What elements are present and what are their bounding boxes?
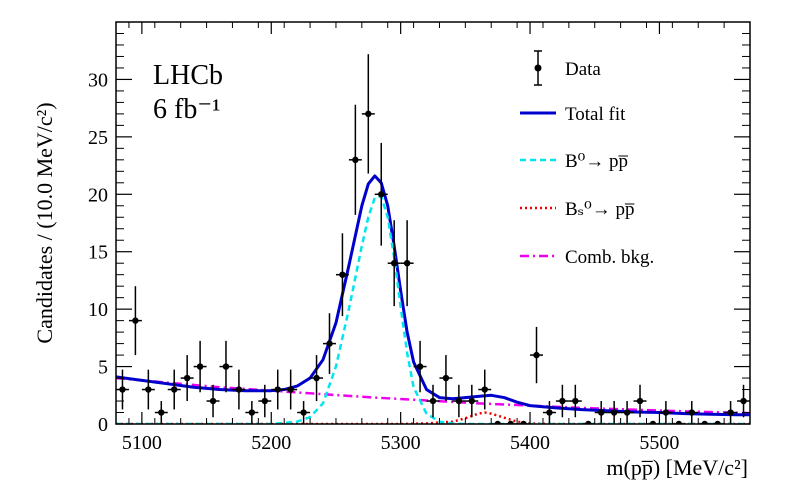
luminosity-label: 6 fb⁻¹ [153,94,221,125]
data-point [378,191,385,198]
y-tick-label: 0 [98,414,108,436]
data-point [688,409,695,416]
legend-data-marker [534,64,542,72]
data-point [390,260,398,267]
x-tick-label: 5300 [381,432,421,454]
y-tick-label: 25 [88,127,108,149]
y-tick-label: 30 [88,69,108,91]
data-point [339,271,346,278]
y-tick-label: 15 [88,242,108,264]
data-point [209,397,217,405]
legend-label: Comb. bkg. [565,247,654,268]
data-point [429,397,437,405]
data-point [287,386,294,393]
data-point [507,420,514,424]
legend-label: Bₛ⁰→ pp̅ [565,199,635,220]
legend-label: B⁰→ pp̅ [565,151,628,172]
data-point [662,409,670,416]
data-point [572,397,579,405]
data-point [352,156,359,164]
data-point [714,420,721,424]
fit-curve [116,376,750,415]
data-point [416,363,424,370]
y-tick-label: 20 [88,184,108,206]
data-point [248,409,256,416]
x-tick-label: 5400 [510,432,550,454]
data-point [598,409,605,416]
data-point [261,397,268,405]
data-point [636,397,644,405]
legend-label: Data [565,59,601,80]
data-point [158,409,165,416]
data-point [559,397,566,405]
data-point [701,420,708,424]
data-point [196,363,204,370]
lhcb-label: LHCb [153,60,223,91]
data-point [623,409,631,416]
y-axis-title: Candidates / (10.0 MeV/c²) [32,102,57,343]
x-tick-label: 5100 [122,432,162,454]
data-point [145,386,152,393]
data-point [610,409,618,416]
data-point [403,260,411,267]
data-point [442,374,450,382]
x-tick-label: 5200 [251,432,291,454]
x-tick-label: 5500 [639,432,679,454]
data-point [675,420,683,424]
data-point [235,386,243,393]
data-point [546,409,553,416]
data-point [494,420,501,424]
data-point [468,397,476,405]
data-point [533,351,540,359]
data-point [365,110,372,118]
data-point [520,420,527,424]
data-point [727,409,734,416]
data-point [274,386,281,393]
plot-frame [115,21,751,425]
data-point [132,317,139,324]
data-point [300,409,307,416]
x-axis-title: m(pp̅) [MeV/c²] [606,455,748,480]
data-point [183,374,191,382]
data-point [481,386,488,393]
data-point [585,420,592,424]
legend-label: Total fit [565,104,626,125]
data-point [171,386,178,393]
data-point [455,397,463,405]
y-tick-label: 10 [88,299,108,321]
data-point [313,374,320,382]
data-point [649,420,657,424]
y-tick-label: 5 [98,357,108,379]
data-point [326,340,333,347]
data-point [222,363,230,370]
